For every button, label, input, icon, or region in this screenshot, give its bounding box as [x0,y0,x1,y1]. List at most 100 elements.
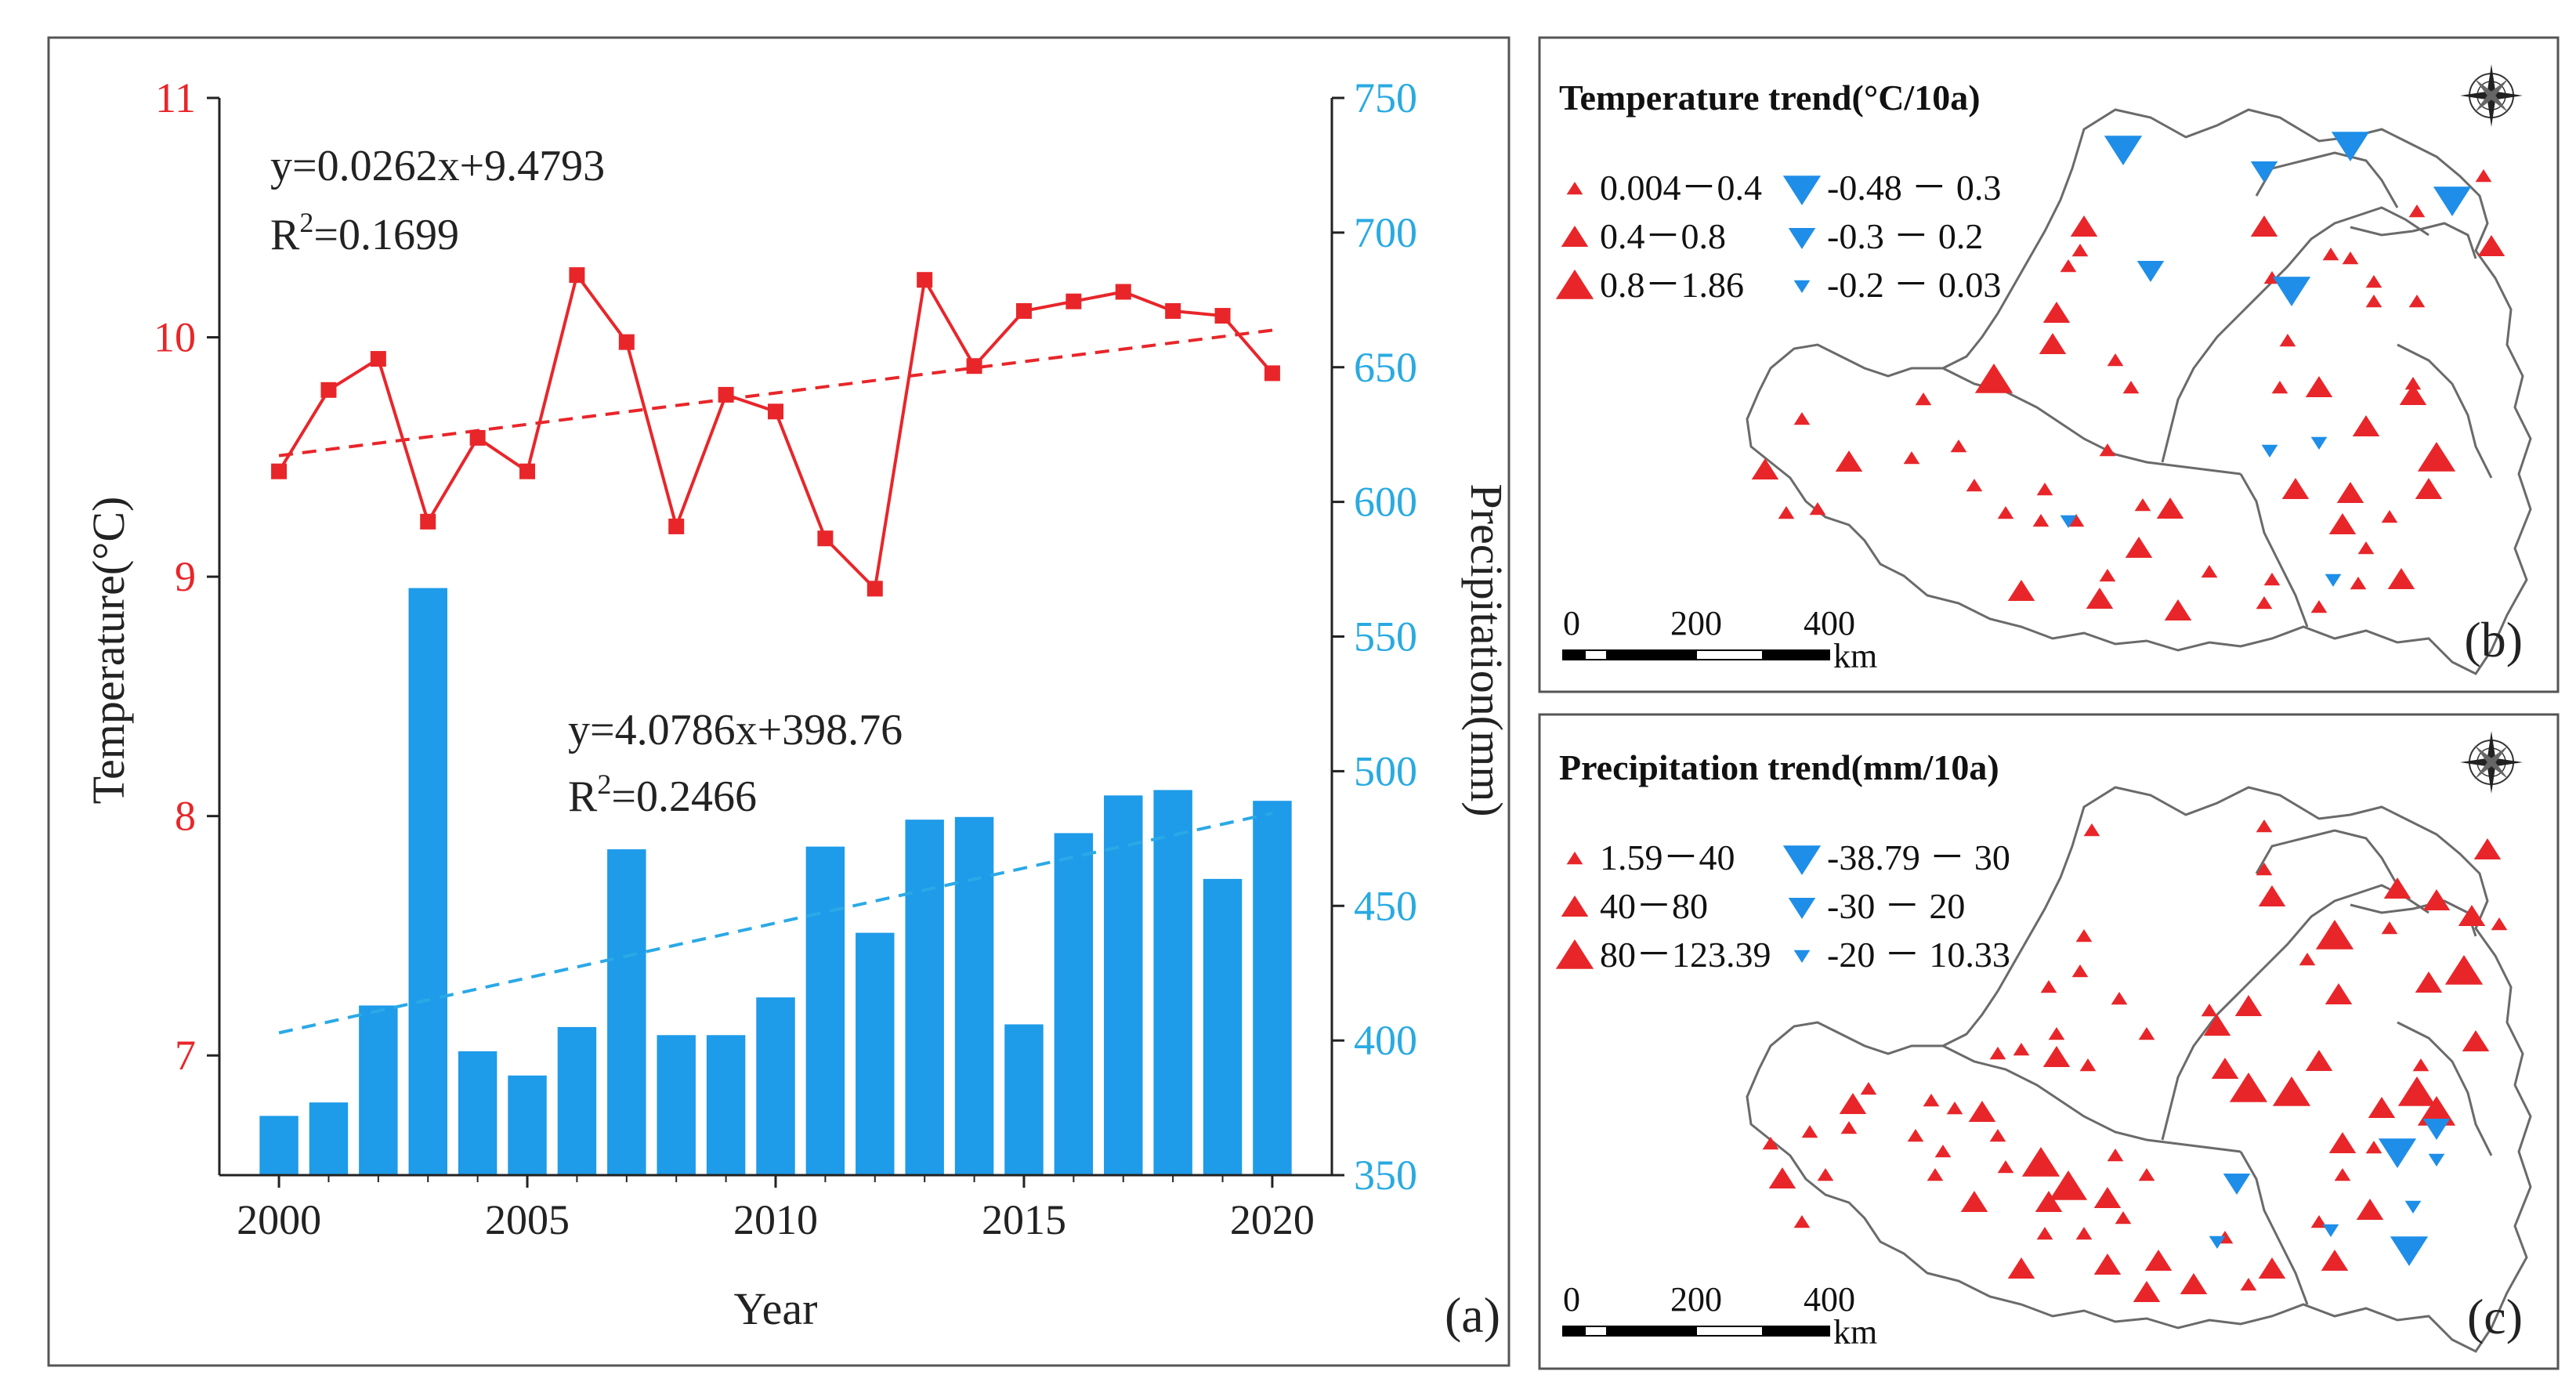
increase-trend-marker [1793,1215,1811,1228]
precipitation-bar [309,1102,349,1175]
increase-trend-marker [2325,983,2353,1004]
scale-bar-segment [1562,1326,1586,1337]
increase-trend-marker [2049,1170,2088,1200]
precipitation-bar [359,1005,398,1175]
temperature-point [519,463,536,479]
increase-trend-marker [2399,384,2427,405]
decrease-trend-marker [1793,950,1811,963]
decrease-trend-marker [1788,898,1816,919]
increase-trend-marker [2250,215,2278,237]
y-right-tick-label: 500 [1354,747,1417,794]
increase-trend-marker [2473,838,2502,859]
map-b-frame [1538,36,2560,693]
y-right-tick-label: 550 [1354,613,1417,660]
scale-bar-segment [1628,1326,1697,1337]
precipitation-r2: R2=0.2466 [568,769,757,821]
increase-trend-marker [2180,1273,2208,1294]
y-right-tick-label: 450 [1354,882,1417,929]
increase-trend-marker [2321,1250,2349,1271]
decrease-trend-marker [2378,1138,2417,1168]
temperature-point [867,581,883,597]
temperature-point [320,382,337,398]
increase-trend-marker [2328,513,2357,534]
increase-trend-marker [2039,333,2067,354]
increase-trend-marker [1778,506,1795,519]
legend-entry-label: -30 － 20 [1827,886,1965,926]
increase-trend-marker [2093,1253,2122,1275]
increase-trend-marker [2365,295,2382,308]
increase-trend-marker [2322,248,2339,261]
increase-trend-marker [1835,450,1863,472]
scale-bar-segment [1695,1326,1764,1337]
legend-entry-label: -20 － 10.33 [1827,935,2010,975]
increase-trend-marker [2279,334,2296,347]
precipitation-bar [1253,801,1292,1175]
increase-trend-marker [2032,514,2050,527]
increase-trend-marker [1997,506,2014,519]
increase-trend-marker [1934,1145,1952,1158]
increase-trend-marker [2458,905,2486,926]
increase-trend-marker [2048,1027,2065,1040]
increase-trend-marker [1907,1129,1924,1142]
y-right-tick-label: 750 [1354,74,1417,121]
precipitation-bar [905,819,944,1175]
increase-trend-marker [2138,1027,2155,1040]
scale-bar-segment [1762,1326,1830,1337]
y-left-tick-label: 8 [175,793,196,840]
increase-trend-marker [2352,415,2380,436]
increase-trend-marker [1817,1168,1834,1181]
panel-label-a: (a) [1445,1287,1500,1343]
legend-entry-label: -0.2 － 0.03 [1827,265,2001,305]
map-b-title: Temperature trend(°C/10a) [1559,78,1981,118]
decrease-trend-marker [2104,136,2143,165]
increase-trend-marker [2412,1058,2429,1072]
precipitation-bar [954,816,994,1175]
increase-trend-marker [2211,1058,2239,1079]
increase-trend-marker [1555,939,1594,969]
scale-bar-tick-label: 200 [1670,604,1722,642]
precipitation-bar [557,1026,597,1175]
temperature-point [718,386,734,403]
temperature-point [618,334,635,350]
x-tick-label: 2015 [982,1196,1066,1243]
increase-trend-marker [2258,1257,2286,1279]
increase-trend-marker [2099,443,2116,457]
temperature-r2: R2=0.1699 [270,207,459,259]
decrease-trend-marker [2404,1200,2422,1214]
increase-trend-marker [2271,381,2288,394]
increase-trend-marker [1966,479,1983,492]
scale-bar-tick-label: 0 [1563,1280,1580,1319]
increase-trend-marker [2408,295,2426,308]
increase-trend-marker [2365,1141,2382,1154]
temperature-point [569,267,585,284]
increase-trend-marker [1950,440,1967,453]
legend-entry-label: 0.004－0.4 [1600,168,1762,208]
temperature-point [1065,293,1082,309]
increase-trend-marker [2422,889,2451,910]
increase-trend-marker [1793,412,1811,425]
increase-trend-marker [2138,1168,2155,1181]
scale-bar-segment [1606,1326,1630,1337]
increase-trend-marker [2415,971,2443,993]
increase-trend-marker [2060,259,2077,273]
precipitation-bar [756,997,795,1175]
precipitation-bar [259,1116,298,1175]
y-left-tick-label: 11 [155,74,196,121]
increase-trend-marker [1989,1047,2006,1060]
increase-trend-marker [2083,823,2100,837]
increase-trend-marker [2404,377,2422,390]
compass-rose-icon [2460,64,2523,127]
increase-trend-marker [2477,235,2505,256]
increase-trend-marker [2086,588,2114,609]
y-axis-left-label: Temperature(°C) [83,497,134,805]
decrease-trend-marker [1788,228,1816,249]
precipitation-bar [657,1035,696,1175]
increase-trend-marker [2444,955,2484,985]
increase-trend-marker [2357,541,2375,555]
increase-trend-marker [2342,251,2359,265]
temperature-point [1015,302,1032,319]
increase-trend-marker [2305,376,2333,397]
decrease-trend-marker [2060,515,2077,528]
increase-trend-marker [2036,483,2053,496]
